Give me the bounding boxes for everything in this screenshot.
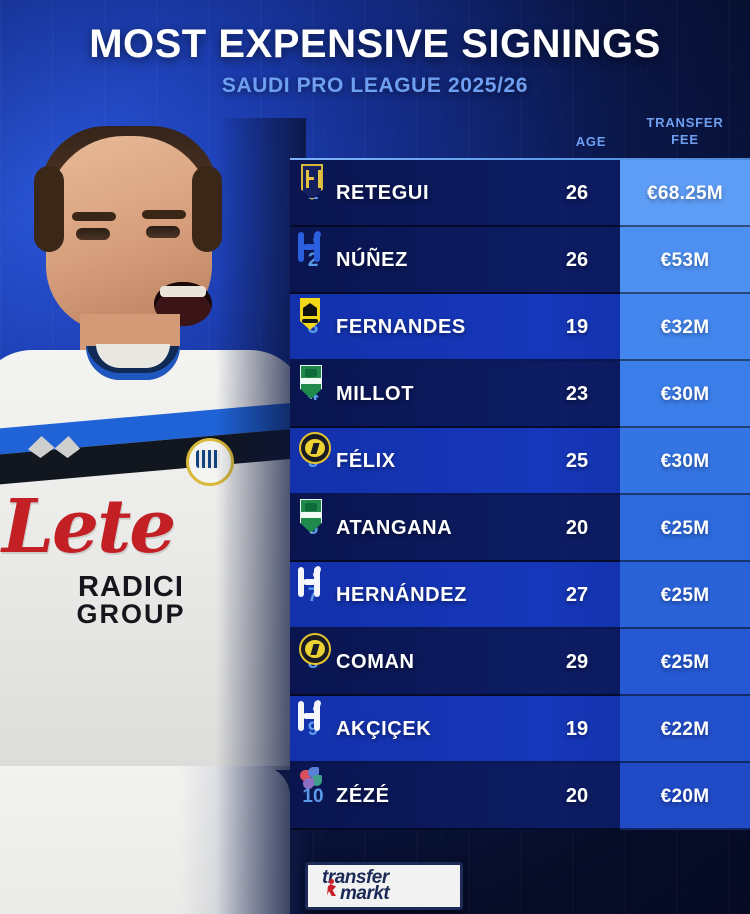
crest-al-ahli [290, 361, 750, 428]
row-player-name: HERNÁNDEZ [336, 584, 467, 606]
column-header-age: AGE [575, 134, 607, 149]
crest-al-ittihad [290, 294, 750, 361]
row-player-name: FERNANDES [336, 316, 466, 338]
table-row[interactable]: 10 ZÉZÉ 20 €20M [290, 763, 750, 830]
row-player-name: MILLOT [336, 383, 415, 405]
row-age: 26 [565, 182, 589, 204]
shirt-collar-inner [96, 344, 170, 368]
row-transfer-fee: €20M [620, 763, 750, 830]
row-age: 26 [565, 249, 589, 271]
crest-al-qadsiah [290, 160, 750, 227]
row-rank: 10 [302, 785, 324, 807]
player-hair-side-left [34, 166, 64, 252]
row-transfer-fee: €22M [620, 696, 750, 763]
table-row[interactable]: 2 NÚÑEZ 26 €53M [290, 227, 750, 294]
crest-al-hilal [290, 227, 750, 294]
crest-al-hilal [290, 562, 750, 629]
crest-al-nassr [290, 428, 750, 495]
table-row[interactable]: 5FÉLIX25€30M [290, 428, 750, 495]
row-player-name: NÚÑEZ [336, 249, 408, 271]
column-headers: AGE TRANSFER FEE [290, 112, 750, 158]
player-photo: Lete RADICI GROUP 32 [0, 118, 306, 914]
column-header-fee-line1: TRANSFER [646, 115, 724, 130]
row-age: 25 [565, 450, 589, 472]
row-player-name: COMAN [336, 651, 415, 673]
row-transfer-fee: €25M [620, 629, 750, 696]
row-transfer-fee: €53M [620, 227, 750, 294]
shirt-sponsor2: RADICI GROUP [46, 571, 216, 629]
table-row[interactable]: 6ATANGANA20€25M [290, 495, 750, 562]
row-transfer-fee: €32M [620, 294, 750, 361]
row-age: 29 [565, 651, 589, 673]
logo-text-line2: markt [340, 883, 390, 904]
row-rank: 9 [307, 718, 319, 740]
row-age: 19 [565, 718, 589, 740]
column-header-fee: TRANSFER FEE [620, 114, 750, 148]
table-row[interactable]: 4MILLOT23€30M [290, 361, 750, 428]
page-title: MOST EXPENSIVE SIGNINGS [89, 22, 661, 66]
crest-al-nassr [290, 629, 750, 696]
row-age: 27 [565, 584, 589, 606]
player-teeth [160, 286, 206, 297]
logo-player-icon [326, 879, 338, 903]
player-head [46, 136, 212, 332]
column-header-fee-line2: FEE [671, 132, 699, 147]
rankings-table: 1RETEGUI26€68.25M2NÚÑEZ26€53M3FERNANDES1… [290, 160, 750, 830]
player-brow-left [72, 212, 116, 221]
row-player-name: ZÉZÉ [336, 785, 390, 807]
row-transfer-fee: €30M [620, 361, 750, 428]
player-eye-left [76, 228, 110, 240]
row-age: 23 [565, 383, 589, 405]
page-subtitle: SAUDI PRO LEAGUE 2025/26 [221, 74, 529, 97]
crest-al-ahli [290, 495, 750, 562]
shirt-sponsor2-line2: GROUP [76, 599, 186, 629]
table-row[interactable]: 1RETEGUI26€68.25M [290, 160, 750, 227]
row-player-name: AKÇIÇEK [336, 718, 432, 740]
row-rank: 2 [307, 249, 319, 271]
shirt-sponsor-text: Lete [2, 484, 176, 570]
row-transfer-fee: €68.25M [620, 160, 750, 227]
row-rank: 7 [307, 584, 319, 606]
row-age: 20 [565, 785, 589, 807]
row-age: 20 [565, 517, 589, 539]
row-transfer-fee: €25M [620, 495, 750, 562]
logo-text-line1: transfer [322, 867, 389, 888]
player-brow-right [142, 210, 186, 219]
table-row[interactable]: 3FERNANDES19€32M [290, 294, 750, 361]
player-eye-right [146, 226, 180, 238]
table-row[interactable]: 7 HERNÁNDEZ 27 €25M [290, 562, 750, 629]
row-player-name: ATANGANA [336, 517, 453, 539]
row-player-name: RETEGUI [336, 182, 430, 204]
row-transfer-fee: €30M [620, 428, 750, 495]
crest-al-hilal [290, 696, 750, 763]
table-row[interactable]: 8COMAN29€25M [290, 629, 750, 696]
row-age: 19 [565, 316, 589, 338]
table-row[interactable]: 9 AKÇIÇEK 19 €22M [290, 696, 750, 763]
table-top-rule [290, 158, 750, 161]
row-transfer-fee: €25M [620, 562, 750, 629]
shirt-sponsor2-line1: RADICI [78, 571, 184, 603]
transfermarkt-logo: transfer markt [305, 862, 463, 910]
row-player-name: FÉLIX [336, 450, 396, 472]
crest-neom [290, 763, 750, 830]
